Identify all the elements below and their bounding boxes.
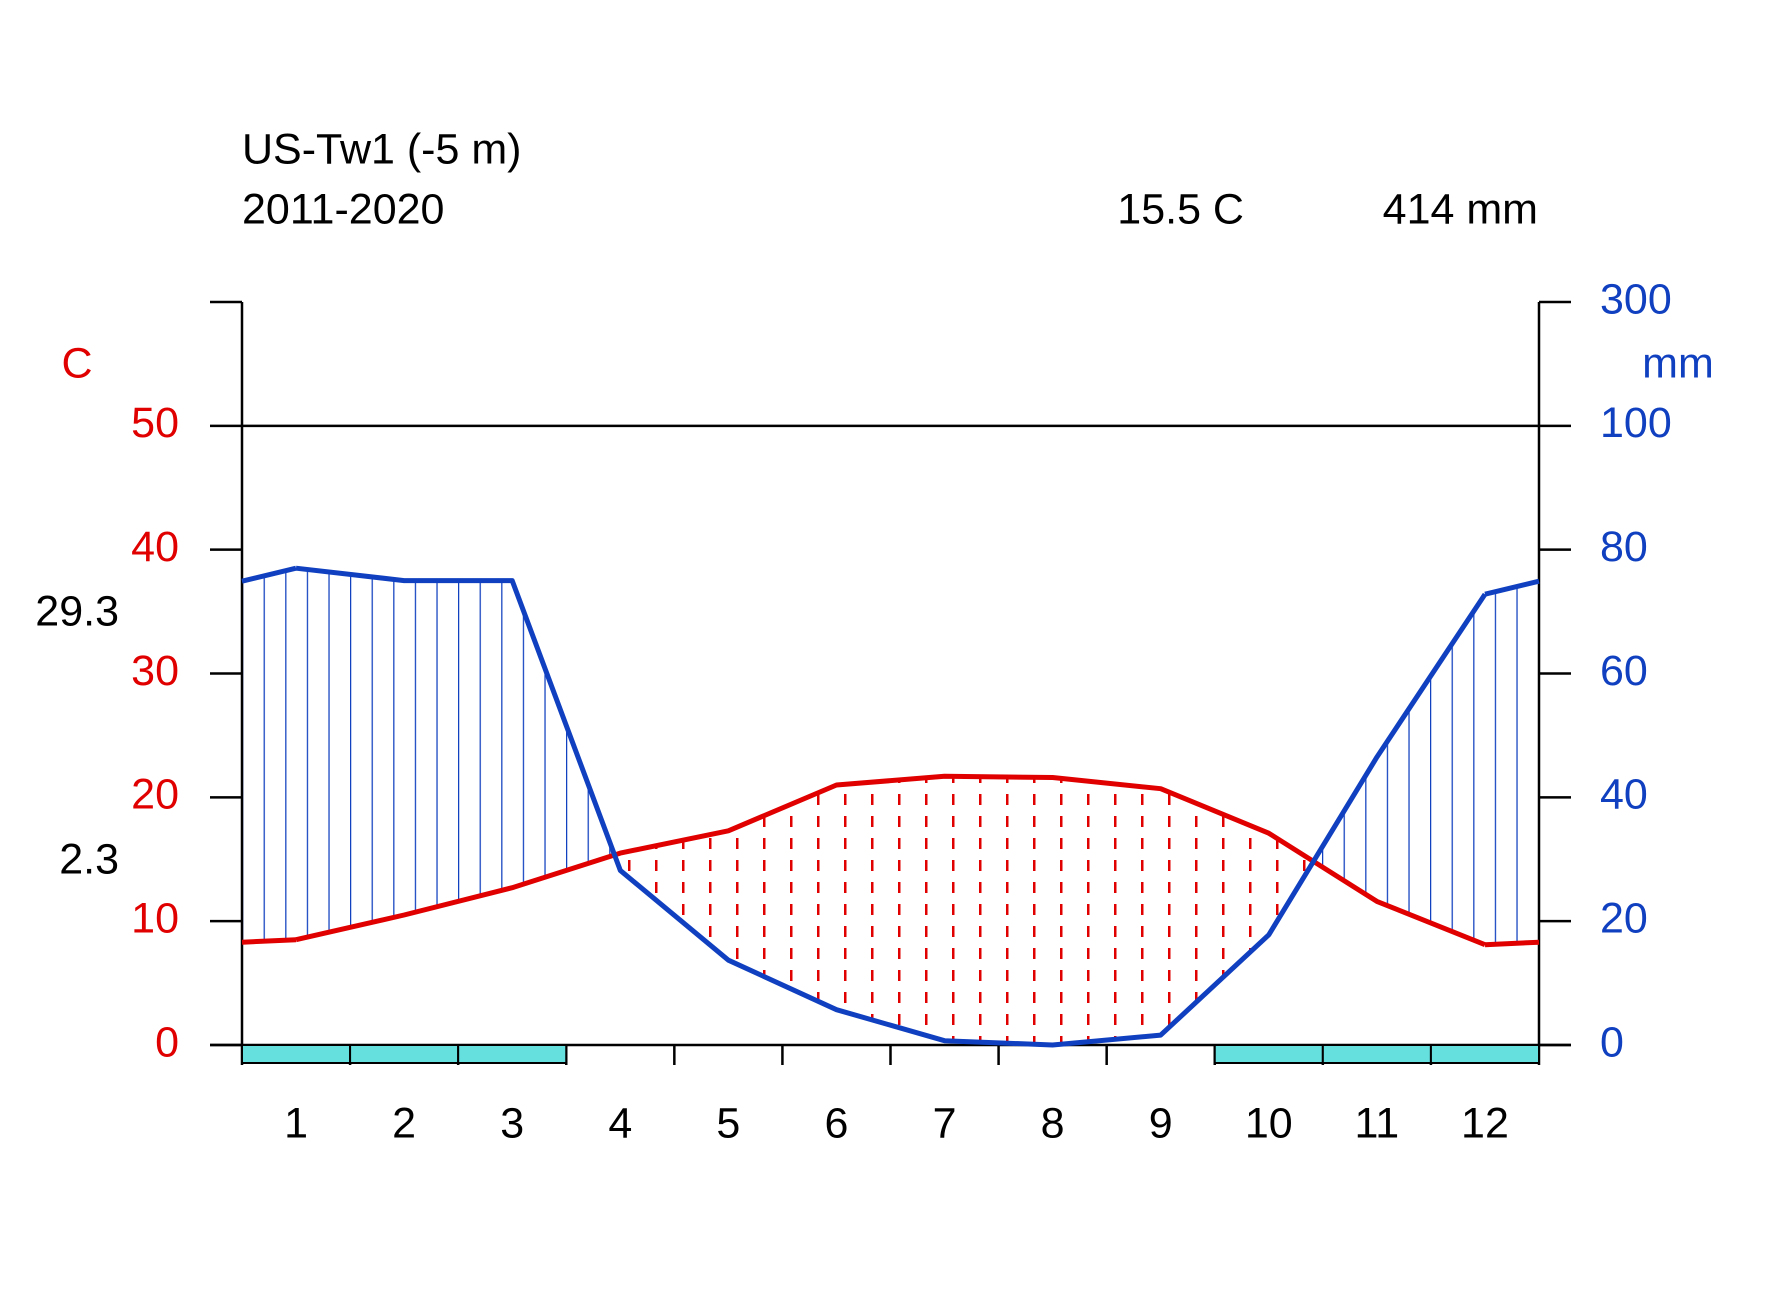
chart-subtitle: 2011-2020 (242, 185, 444, 233)
x-tick-label: 5 (716, 1099, 740, 1147)
x-tick-label: 4 (608, 1099, 632, 1147)
y-tick-label: 10 (131, 895, 179, 943)
frost-box (1213, 1044, 1324, 1064)
y2-axis-label: mm (1642, 339, 1714, 387)
y2-tick-label: 300 (1600, 275, 1672, 323)
frost-box (457, 1044, 568, 1064)
x-tick-label: 2 (392, 1099, 416, 1147)
x-tick-label: 11 (1355, 1099, 1400, 1147)
precipitation-line (295, 565, 1488, 1048)
chart-title: US-Tw1 (-5 m) (242, 125, 522, 173)
y-tick-label: 20 (131, 771, 179, 819)
min-temp-label: 2.3 (59, 835, 119, 883)
y-tick-label: 30 (131, 647, 179, 695)
y2-tick-label: 20 (1600, 895, 1648, 943)
y2-tick-label: 100 (1600, 399, 1672, 447)
y2-tick-label: 80 (1600, 523, 1648, 571)
x-tick-label: 6 (824, 1099, 848, 1147)
y-axis-label: C (61, 339, 92, 387)
frost-box (1321, 1044, 1432, 1064)
y-tick-label: 50 (131, 399, 179, 447)
y-tick-label: 40 (131, 523, 179, 571)
x-tick-label: 12 (1461, 1099, 1509, 1147)
x-tick-label: 9 (1149, 1099, 1173, 1147)
line-extension (241, 937, 1540, 948)
y2-tick-label: 60 (1600, 647, 1648, 695)
mean-temperature: 15.5 C (1117, 185, 1244, 233)
frost-box (349, 1044, 460, 1064)
max-temp-label: 29.3 (35, 587, 119, 635)
temperature-line (295, 773, 1486, 948)
frost-box (241, 1044, 352, 1064)
y2-tick-label: 40 (1600, 771, 1648, 819)
x-tick-label: 10 (1245, 1099, 1293, 1147)
x-tick-label: 8 (1041, 1099, 1065, 1147)
x-tick-label: 3 (500, 1099, 524, 1147)
x-tick-label: 7 (933, 1099, 957, 1147)
line-extension (241, 565, 1540, 597)
y-tick-label: 0 (155, 1018, 179, 1066)
y2-tick-label: 0 (1600, 1018, 1624, 1066)
total-precipitation: 414 mm (1383, 185, 1538, 233)
frost-box (1429, 1044, 1540, 1064)
x-tick-label: 1 (284, 1099, 308, 1147)
